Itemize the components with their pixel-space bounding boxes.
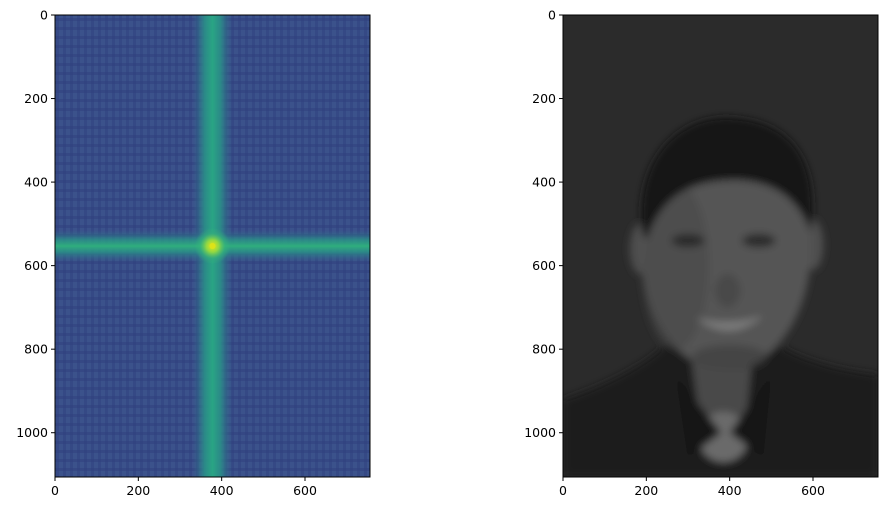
x-tick-label: 400 <box>210 483 234 498</box>
portrait-image <box>563 15 878 477</box>
spectrum-axes-frame <box>54 14 371 478</box>
y-tick-label: 400 <box>24 175 48 190</box>
x-tick-label: 200 <box>634 483 658 498</box>
y-tick-label: 0 <box>40 8 48 23</box>
portrait-y-ticks: 0 200 400 600 800 1000 <box>524 8 563 440</box>
y-tick-label: 400 <box>532 175 556 190</box>
x-tick-label: 400 <box>718 483 742 498</box>
x-tick-label: 600 <box>801 483 825 498</box>
x-tick-label: 600 <box>293 483 317 498</box>
x-tick-label: 0 <box>51 483 59 498</box>
portrait-nose <box>715 273 741 308</box>
portrait-collar-left <box>675 374 722 458</box>
y-tick-label: 200 <box>532 91 556 106</box>
portrait-collar-right <box>729 374 772 458</box>
spectrum-dc-peak-core <box>209 243 216 249</box>
x-tick-label: 0 <box>559 483 567 498</box>
spectrum-axes: 0 200 400 600 0 200 400 600 800 1000 <box>16 8 371 498</box>
y-tick-label: 0 <box>548 8 556 23</box>
portrait-eye-left <box>671 233 705 248</box>
x-tick-label: 200 <box>126 483 150 498</box>
portrait-smile <box>696 315 763 331</box>
portrait-axes-frame <box>562 14 879 478</box>
y-tick-label: 600 <box>24 258 48 273</box>
y-tick-label: 200 <box>24 91 48 106</box>
portrait-chin-shadow <box>692 345 768 371</box>
y-tick-label: 800 <box>24 342 48 357</box>
y-tick-label: 1000 <box>524 425 556 440</box>
spectrum-image <box>55 15 370 477</box>
portrait-axes: 0 200 400 600 0 200 400 600 800 1000 <box>524 8 879 498</box>
portrait-x-ticks: 0 200 400 600 <box>559 477 825 498</box>
portrait-hair <box>641 117 813 241</box>
y-tick-label: 1000 <box>16 425 48 440</box>
y-tick-label: 800 <box>532 342 556 357</box>
spectrum-y-ticks: 0 200 400 600 800 1000 <box>16 8 55 440</box>
portrait-face-shadow <box>642 182 709 350</box>
portrait-eye-right <box>742 233 776 248</box>
portrait-blurred-layer <box>563 117 878 477</box>
spectrum-x-ticks: 0 200 400 600 <box>51 477 317 498</box>
y-tick-label: 600 <box>532 258 556 273</box>
